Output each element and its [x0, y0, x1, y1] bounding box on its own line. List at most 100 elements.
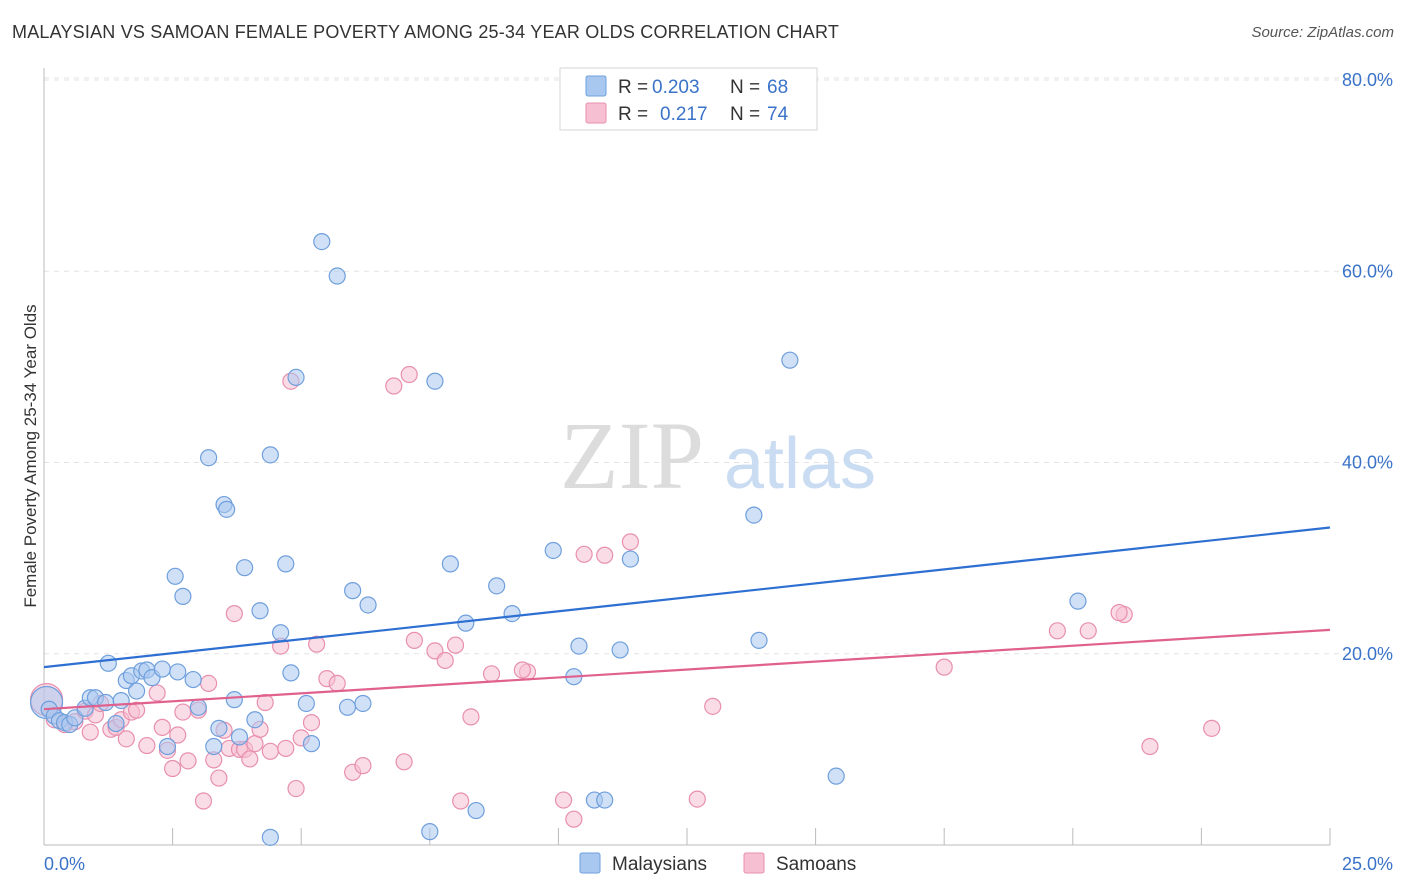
malaysian-point [166, 567, 184, 585]
samoan-point [261, 742, 279, 760]
malaysian-point [225, 691, 243, 709]
samoan-point [164, 759, 182, 778]
samoan-point [174, 703, 192, 721]
malaysian-point [467, 801, 485, 820]
samoan-point [138, 736, 156, 755]
malaysian-point [621, 550, 640, 568]
legend: R = 0.203 N = 68 R = 0.217 N = 74 [559, 67, 818, 131]
samoan-point [405, 631, 423, 649]
malaysian-point [107, 714, 125, 733]
samoan-point [395, 753, 413, 771]
samoan-point [1048, 622, 1066, 640]
watermark-atlas: atlas [724, 424, 876, 504]
malaysian-point [328, 267, 346, 285]
malaysian-point [302, 735, 321, 753]
samoan-point [117, 730, 135, 748]
malaysian-point [169, 663, 187, 681]
malaysian-point [261, 446, 279, 464]
y-axis-label: Female Poverty Among 25-34 Year Olds [21, 304, 40, 607]
samoan-point [575, 545, 593, 563]
malaysian-point [205, 737, 223, 756]
malaysian-point [457, 614, 475, 632]
samoan-point [277, 739, 295, 758]
samoan-point [148, 684, 166, 702]
malaysian-point [359, 596, 377, 614]
y-tick-label: 20.0% [1342, 644, 1393, 664]
samoan-point [287, 779, 305, 798]
samoan-point [153, 718, 171, 736]
malaysian-point [97, 693, 115, 712]
malaysian-point [745, 506, 763, 524]
samoan-point [436, 651, 454, 670]
malaysian-point [313, 233, 331, 251]
samoan-point [513, 661, 531, 679]
malaysian-point [210, 719, 228, 737]
legend-n-value-1: 68 [767, 77, 788, 98]
samoan-point [179, 752, 197, 770]
samoan-point [554, 791, 573, 809]
malaysian-point [421, 823, 439, 841]
legend-r-value-2: 0.217 [660, 104, 708, 125]
legend-swatch-samoans [585, 102, 607, 124]
samoan-point [354, 757, 372, 775]
malaysian-point [338, 698, 357, 716]
bottom-legend-swatch-malaysians [579, 852, 601, 874]
samoan-point [308, 635, 326, 653]
malaysian-point [218, 500, 236, 518]
malaysian-point [236, 559, 254, 577]
malaysian-point [261, 828, 279, 846]
samoan-point [482, 665, 501, 683]
samoan-point [1141, 737, 1159, 756]
malaysian-point [344, 582, 362, 600]
samoan-point [400, 365, 418, 384]
bottom-legend: Malaysians Samoans [579, 852, 856, 875]
legend-n-value-2: 74 [767, 104, 789, 125]
malaysian-point [426, 372, 444, 390]
malaysian-point [354, 694, 372, 713]
source-label: Source: ZipAtlas.com [1251, 24, 1394, 41]
samoan-point [194, 792, 213, 810]
samoan-point [596, 546, 614, 564]
samoan-point [1110, 604, 1128, 622]
malaysian-point [153, 660, 171, 678]
y-tick-label: 40.0% [1342, 453, 1393, 473]
malaysians-trend-line [43, 526, 1331, 669]
malaysian-point [488, 577, 506, 595]
samoans-trend-line [43, 628, 1331, 711]
bottom-legend-label-malaysians: Malaysians [612, 854, 707, 875]
samoan-point [81, 723, 99, 741]
malaysian-point [272, 624, 290, 642]
legend-r-label-2: R = [618, 104, 648, 125]
malaysian-point [596, 791, 614, 809]
malaysian-point [127, 682, 146, 700]
malaysian-point [287, 368, 305, 386]
chart-title: MALAYSIAN VS SAMOAN FEMALE POVERTY AMONG… [12, 22, 840, 42]
legend-swatch-malaysians [585, 75, 607, 97]
malaysian-point [781, 351, 799, 369]
malaysian-point [570, 637, 588, 655]
samoan-point [621, 533, 640, 551]
y-tick-labels: 20.0% 40.0% 60.0% 80.0% [1342, 70, 1393, 664]
samoan-point [446, 636, 465, 654]
malaysian-point [441, 555, 459, 573]
malaysian-point [1069, 592, 1087, 610]
legend-r-label-1: R = [618, 77, 648, 98]
malaysian-point [750, 631, 768, 649]
samoan-point [688, 790, 706, 808]
samoan-point [241, 750, 259, 768]
legend-r-value-1: 0.203 [652, 77, 700, 98]
samoan-point [246, 735, 264, 753]
data-points [29, 233, 1221, 846]
samoan-point [462, 708, 480, 726]
malaysian-point [189, 698, 207, 716]
bottom-legend-label-samoans: Samoans [776, 854, 856, 875]
trend-lines [43, 526, 1331, 711]
y-tick-label: 60.0% [1342, 261, 1393, 281]
x-tick-label-min: 0.0% [44, 854, 85, 874]
malaysian-point [611, 641, 629, 659]
malaysian-point [277, 555, 295, 573]
samoan-point [127, 701, 146, 719]
malaysian-point [297, 694, 315, 713]
samoan-point [328, 674, 346, 692]
samoan-point [302, 713, 321, 732]
